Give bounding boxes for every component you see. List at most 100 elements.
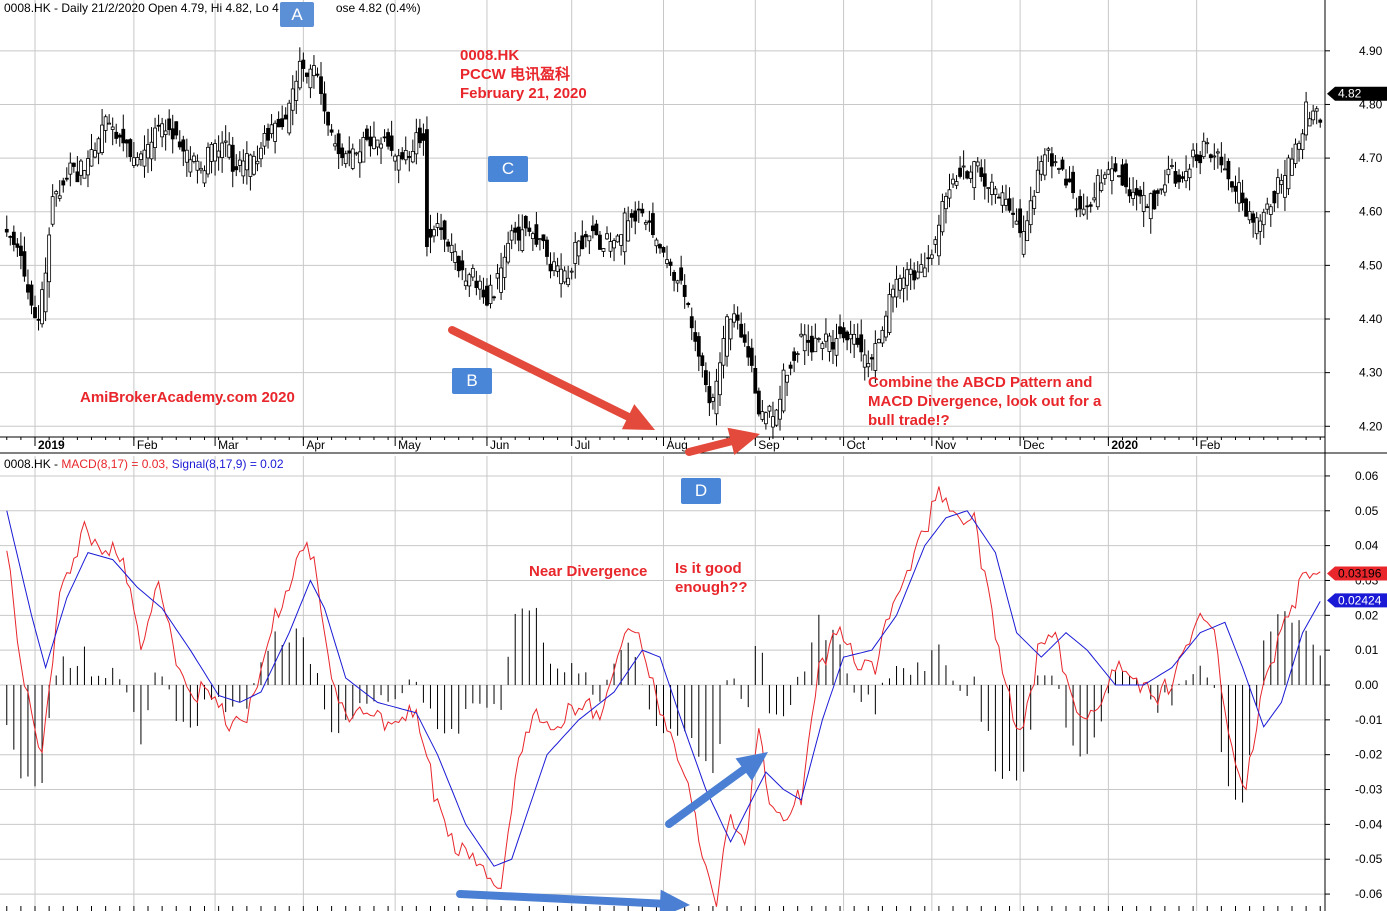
candle-body	[1155, 190, 1160, 194]
candle-body	[573, 242, 578, 264]
candle-body	[1032, 195, 1037, 209]
candle-body	[170, 128, 175, 140]
candle-body	[961, 165, 966, 168]
candle-body	[1205, 142, 1210, 145]
candle-body	[686, 302, 691, 306]
candle-body	[75, 171, 80, 183]
candle-body	[919, 264, 924, 273]
candle-body	[1258, 220, 1263, 232]
candle-body	[580, 235, 585, 250]
candle-body	[1148, 193, 1153, 220]
label-c: C	[488, 156, 528, 182]
candle-body	[905, 269, 910, 286]
candle-body	[343, 153, 348, 165]
candle-body	[1000, 192, 1005, 206]
candle-body	[1318, 119, 1323, 123]
candle-body	[555, 265, 560, 272]
macd-prefix: 0008.HK -	[4, 457, 62, 471]
candle-body	[386, 132, 390, 147]
arrow-up-bd	[685, 437, 735, 456]
candle-body	[502, 256, 507, 278]
candle-body	[357, 151, 362, 164]
label-a: A	[280, 2, 314, 27]
candle-body	[612, 240, 616, 249]
candle-body	[1106, 169, 1111, 175]
candle-body	[449, 244, 454, 253]
candle-body	[520, 229, 525, 251]
candle-body	[142, 149, 147, 167]
candle-body	[252, 155, 256, 175]
candle-body	[1191, 149, 1196, 158]
candle-body	[11, 231, 16, 245]
candle-body	[824, 333, 828, 342]
candle-body	[718, 362, 722, 396]
candle-body	[728, 318, 733, 340]
candle-body	[594, 223, 599, 236]
candle-body	[689, 316, 694, 329]
candle-body	[174, 121, 179, 136]
candle-body	[534, 224, 539, 245]
candle-body	[739, 323, 744, 338]
candle-body	[400, 152, 405, 160]
candle-body	[453, 251, 458, 263]
candle-body	[1233, 185, 1238, 192]
candle-body	[414, 132, 419, 155]
candle-body	[474, 280, 479, 288]
candle-body	[4, 228, 9, 233]
candle-body	[1279, 179, 1284, 185]
candle-body	[1060, 159, 1065, 170]
candle-body	[940, 201, 945, 233]
candle-body	[1293, 143, 1298, 164]
candle-body	[1283, 175, 1287, 198]
candle-body	[407, 156, 412, 158]
candle-body	[379, 143, 383, 149]
candle-body	[866, 363, 871, 368]
candle-body	[463, 280, 468, 287]
candle-body	[915, 271, 920, 279]
x-tick-label: May	[398, 438, 421, 452]
candle-body	[696, 336, 701, 357]
arrow-down-ab-head	[621, 404, 655, 430]
candle-body	[675, 280, 680, 284]
arrow-up-bd-head	[727, 427, 760, 455]
candle-body	[410, 151, 415, 163]
candle-body	[110, 126, 115, 130]
candle-body	[682, 284, 687, 297]
candle-body	[121, 128, 126, 144]
candle-body	[470, 267, 475, 278]
candle-body	[1025, 220, 1030, 242]
candle-body	[749, 347, 754, 366]
candle-body	[654, 239, 659, 247]
candle-body	[368, 136, 373, 147]
candle-body	[421, 133, 426, 141]
candle-body	[107, 122, 112, 125]
candle-body	[297, 60, 302, 89]
candle-body	[146, 144, 150, 159]
candle-body	[527, 227, 532, 232]
x-tick-label: Apr	[306, 438, 325, 452]
candle-body	[898, 278, 902, 291]
candle-body	[598, 234, 602, 250]
candle-body	[488, 284, 493, 305]
candle-body	[1286, 157, 1291, 190]
candle-body	[951, 178, 955, 185]
signal-line	[6, 510, 1321, 867]
candle-body	[477, 280, 482, 290]
candle-body	[601, 248, 606, 252]
candle-body	[516, 226, 521, 241]
candle-body	[100, 124, 104, 153]
candle-body	[230, 144, 235, 172]
candle-body	[1208, 154, 1213, 159]
candle-body	[22, 251, 27, 277]
candle-body	[845, 331, 850, 341]
candle-body	[347, 150, 352, 154]
candle-body	[432, 229, 436, 237]
candle-body	[36, 318, 41, 321]
candle-body	[1230, 181, 1234, 188]
candle-body	[944, 196, 948, 210]
candle-body	[658, 244, 662, 249]
candle-body	[1187, 168, 1192, 179]
candle-body	[1145, 206, 1150, 209]
x-tick-label: Aug	[667, 438, 688, 452]
candle-body	[1223, 168, 1227, 171]
